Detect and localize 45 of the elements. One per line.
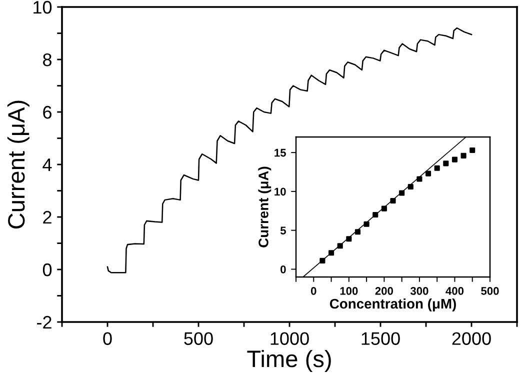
x-tick-label: 1000 <box>270 332 309 345</box>
point <box>452 156 458 162</box>
point <box>337 243 343 249</box>
y-tick-label: 0 <box>42 263 52 276</box>
y-tick-label: 15 <box>274 148 286 157</box>
x-tick-label: 200 <box>375 287 393 295</box>
y-tick-label: 2 <box>43 210 52 224</box>
y-tick-label: 6 <box>43 106 52 119</box>
point <box>443 160 449 166</box>
point <box>372 212 378 218</box>
x-tick-label: 0 <box>310 287 316 295</box>
point <box>328 250 334 256</box>
x-tick-label: 500 <box>481 287 499 295</box>
y-tick-label: 5 <box>280 226 286 234</box>
x-axis-title: Concentration (μM) <box>330 298 456 312</box>
y-axis-title: Current (μA) <box>258 166 272 248</box>
y-tick-label: 4 <box>42 158 52 172</box>
point <box>470 147 476 153</box>
x-tick-label: 0 <box>103 332 112 345</box>
x-axis-title: Time (s) <box>247 350 331 372</box>
point <box>416 176 422 182</box>
point <box>364 221 370 227</box>
x-tick-label: 100 <box>340 287 358 295</box>
x-tick-label: 2000 <box>452 332 491 345</box>
x-tick-label: 1500 <box>362 332 400 345</box>
x-tick-label: 500 <box>184 332 213 345</box>
point <box>425 170 432 176</box>
point <box>354 229 361 235</box>
point <box>320 258 326 264</box>
x-tick-label: 400 <box>446 287 464 295</box>
x-tick-label: 300 <box>410 287 428 295</box>
point <box>346 236 352 242</box>
y-tick-label: 10 <box>274 188 286 196</box>
y-axis-title: Current (μA) <box>7 100 30 228</box>
point <box>399 190 405 196</box>
y-tick-label: 10 <box>34 0 52 14</box>
y-tick-label: 0 <box>280 265 286 274</box>
point <box>408 184 414 190</box>
point <box>381 206 387 212</box>
point <box>390 198 396 204</box>
point <box>434 165 440 171</box>
point <box>460 152 466 158</box>
y-tick-label: -2 <box>37 316 52 329</box>
y-tick-label: 8 <box>43 53 52 66</box>
line-series <box>106 27 472 274</box>
